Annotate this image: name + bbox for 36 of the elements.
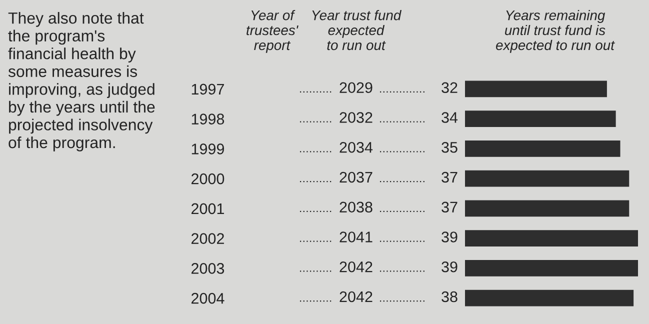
bar <box>465 140 620 157</box>
text: 2042 <box>340 261 372 272</box>
text: 2038 <box>340 202 372 213</box>
data-label: 35 <box>442 142 458 153</box>
y-tick-label: 2002 <box>192 233 224 244</box>
text: 2041 <box>340 232 372 242</box>
bar <box>465 260 638 276</box>
y-tick-label: 2001 <box>192 203 224 214</box>
text: They also note that the program's financial health by some measures is improving, as judged by the years until the projected insolvency of the program. <box>8 12 155 152</box>
text: Year trust fund expected to run out <box>312 10 402 50</box>
bar <box>465 230 638 247</box>
bar <box>465 290 634 306</box>
y-axis-title: Year of trustees' report <box>246 10 298 53</box>
data-label: 39 <box>442 261 458 272</box>
bar <box>465 200 630 217</box>
y-tick-label: 1997 <box>192 84 224 95</box>
y-tick-label: 1998 <box>192 114 224 124</box>
x-axis-title: Years remaining until trust fund is expected to run out <box>496 10 615 53</box>
text: 2032 <box>340 112 372 123</box>
y-tick-label: 2000 <box>192 173 224 184</box>
data-label: 39 <box>442 232 458 242</box>
data-label: 32 <box>442 82 458 94</box>
text: 2037 <box>340 172 372 183</box>
text: 2029 <box>340 82 372 94</box>
bar <box>465 110 616 128</box>
y-tick-label: 1999 <box>192 144 224 154</box>
data-label: 34 <box>442 112 458 123</box>
bar <box>465 80 607 98</box>
data-label: 37 <box>442 172 458 183</box>
text: 2034 <box>340 142 373 153</box>
text: 2042 <box>340 291 372 302</box>
bar <box>465 170 630 187</box>
data-label: 38 <box>442 291 458 302</box>
y-tick-label: 2003 <box>192 263 224 274</box>
y-tick-label: 2004 <box>192 292 224 304</box>
data-label: 37 <box>442 202 458 213</box>
